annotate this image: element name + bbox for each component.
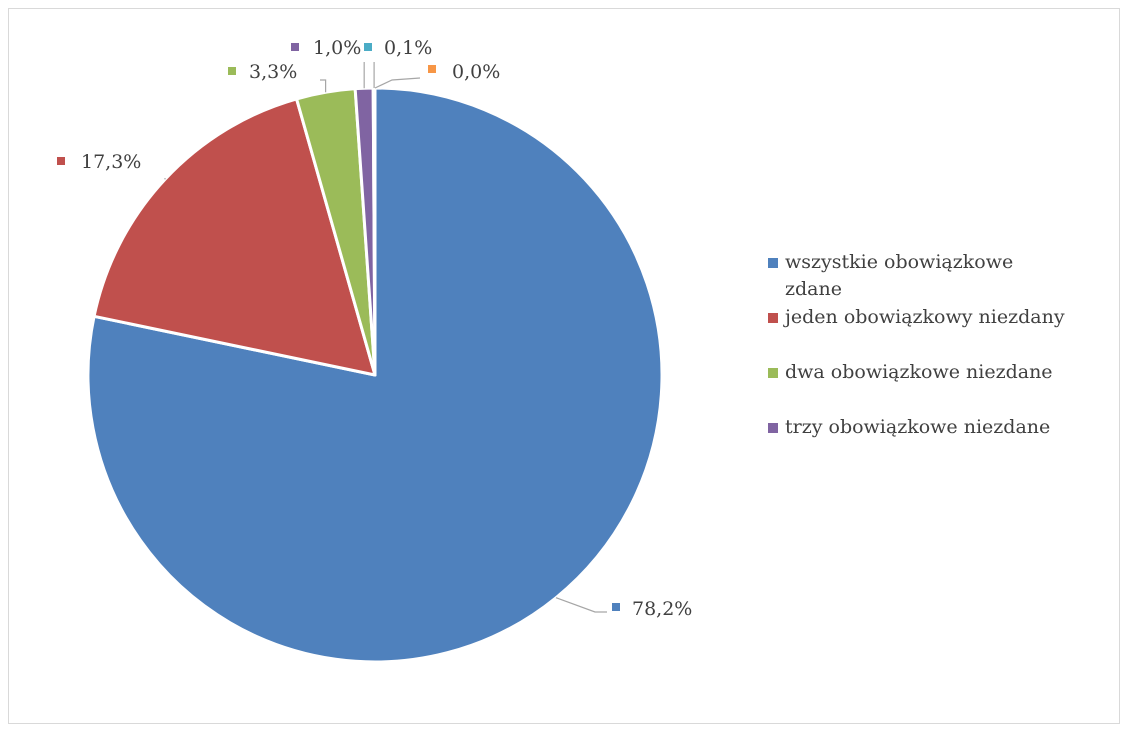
leader-lines [164, 62, 607, 613]
data-label-2: 17,3% [81, 151, 141, 173]
data-label-6: 0,0% [452, 61, 500, 83]
data-label-marker-5 [364, 43, 372, 51]
leader-line-1 [555, 597, 607, 613]
data-labels: 78,2% 17,3% 3,3% 1,0% 0,1% 0,0% [57, 37, 692, 620]
data-label-marker-2 [57, 157, 65, 165]
legend-swatch-2 [768, 313, 778, 323]
legend-label-1-line2: zdane [785, 278, 842, 300]
data-label-marker-4 [291, 43, 299, 51]
data-label-marker-1 [612, 603, 620, 611]
leader-line-6 [374, 77, 421, 89]
data-label-4: 1,0% [313, 37, 361, 59]
legend-label-2: jeden obowiązkowy niezdany [783, 306, 1065, 328]
data-label-3: 3,3% [249, 61, 297, 83]
legend-label-3: dwa obowiązkowe niezdane [785, 361, 1053, 383]
legend: wszystkie obowiązkowe zdane jeden obowiązk… [768, 251, 1065, 438]
data-label-marker-3 [228, 67, 236, 75]
data-label-marker-6 [428, 65, 436, 73]
leader-line-3 [320, 79, 327, 93]
data-label-1: 78,2% [632, 598, 692, 620]
pie-slices [86, 86, 664, 664]
legend-swatch-4 [768, 423, 778, 433]
data-label-5: 0,1% [384, 37, 432, 59]
legend-label-1: wszystkie obowiązkowe [785, 251, 1013, 273]
legend-swatch-1 [768, 258, 778, 268]
legend-swatch-3 [768, 368, 778, 378]
legend-label-4: trzy obowiązkowe niezdane [785, 416, 1050, 438]
pie-slice-2 [92, 97, 377, 377]
